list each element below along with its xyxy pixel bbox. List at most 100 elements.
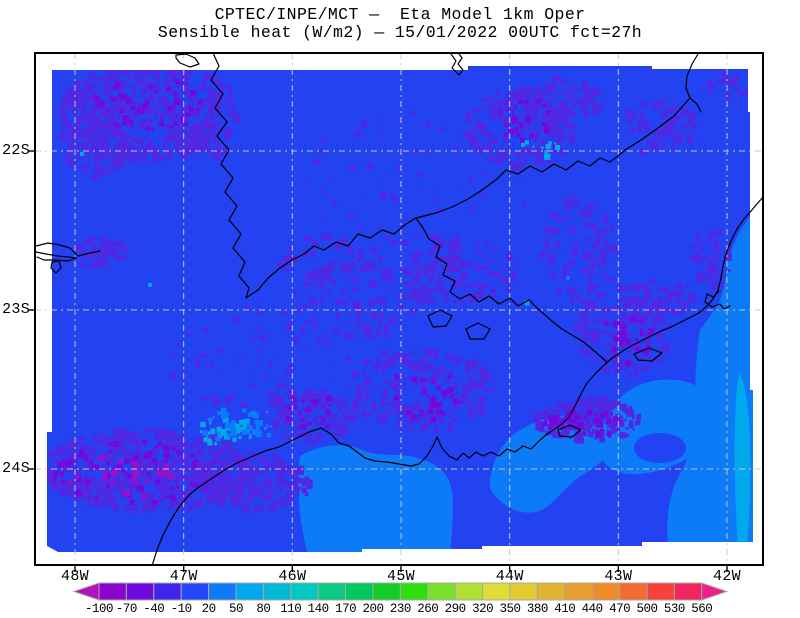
anomaly-speckle [394, 357, 399, 362]
anomaly-speckle [377, 416, 383, 421]
anomaly-speckle [310, 404, 317, 411]
anomaly-speckle [589, 349, 593, 353]
anomaly-speckle [531, 114, 538, 121]
anomaly-speckle [200, 142, 204, 146]
anomaly-speckle [574, 400, 581, 407]
anomaly-speckle [130, 102, 136, 108]
anomaly-speckle [594, 88, 600, 94]
anomaly-speckle [468, 376, 472, 381]
anomaly-speckle [194, 479, 201, 485]
anomaly-speckle [164, 88, 167, 92]
anomaly-speckle [171, 72, 177, 78]
anomaly-speckle [714, 244, 719, 249]
anomaly-speckle [207, 86, 213, 93]
anomaly-speckle [78, 80, 83, 84]
anomaly-speckle [161, 96, 168, 103]
anomaly-speckle [564, 89, 568, 94]
anomaly-speckle [472, 137, 477, 142]
anomaly-speckle [238, 460, 243, 465]
anomaly-speckle [694, 253, 701, 259]
colorbar-tick-label: 440 [581, 602, 604, 616]
anomaly-speckle [480, 366, 486, 372]
anomaly-speckle [664, 142, 667, 145]
anomaly-speckle [714, 281, 719, 285]
anomaly-speckle [125, 83, 130, 88]
anomaly-speckle [415, 272, 420, 278]
field-shading [47, 66, 753, 552]
anomaly-speckle [492, 159, 496, 163]
anomaly-speckle [479, 409, 485, 415]
anomaly-speckle [287, 363, 293, 369]
anomaly-speckle [388, 402, 393, 407]
anomaly-speckle [655, 305, 660, 311]
anomaly-speckle [399, 305, 405, 311]
anomaly-speckle [425, 150, 429, 154]
anomaly-speckle [472, 261, 477, 266]
anomaly-speckle [613, 359, 619, 365]
anomaly-speckle [585, 305, 591, 311]
anomaly-speckle [140, 153, 146, 159]
anomaly-speckle [53, 476, 57, 480]
anomaly-speckle [99, 97, 102, 101]
anomaly-speckle [226, 85, 232, 92]
anomaly-speckle [118, 113, 122, 117]
anomaly-speckle [671, 136, 676, 140]
anomaly-speckle [591, 90, 597, 96]
anomaly-speckle [587, 89, 594, 95]
anomaly-speckle [134, 82, 138, 86]
anomaly-speckle [541, 143, 548, 150]
anomaly-speckle [49, 450, 56, 457]
anomaly-speckle [591, 266, 595, 269]
anomaly-speckle [263, 453, 269, 459]
anomaly-speckle [96, 481, 103, 487]
anomaly-speckle [104, 88, 107, 91]
anomaly-speckle [87, 237, 91, 241]
anomaly-speckle [487, 147, 495, 154]
anomaly-speckle [205, 475, 210, 480]
anomaly-speckle [240, 506, 245, 511]
anomaly-speckle [290, 319, 294, 324]
anomaly-speckle [362, 328, 367, 333]
lat-label: 24S [2, 460, 30, 477]
anomaly-speckle [432, 246, 439, 252]
anomaly-speckle [175, 131, 181, 136]
anomaly-speckle [185, 107, 190, 111]
anomaly-speckle [495, 248, 499, 252]
anomaly-speckle [489, 140, 493, 143]
anomaly-speckle [627, 408, 634, 415]
anomaly-speckle [126, 440, 132, 446]
anomaly-speckle [202, 488, 209, 495]
anomaly-speckle [696, 270, 699, 274]
anomaly-speckle [453, 382, 458, 387]
anomaly-speckle [416, 251, 422, 257]
anomaly-speckle [500, 144, 503, 147]
anomaly-speckle [560, 130, 566, 136]
anomaly-speckle [186, 133, 190, 138]
anomaly-speckle [594, 411, 599, 416]
anomaly-speckle [581, 300, 586, 305]
anomaly-speckle [69, 449, 73, 453]
anomaly-speckle [365, 261, 370, 266]
anomaly-speckle [89, 120, 95, 126]
anomaly-speckle [114, 144, 118, 147]
anomaly-speckle [595, 236, 599, 240]
anomaly-speckle [221, 148, 227, 155]
anomaly-speckle [65, 472, 69, 476]
anomaly-speckle [553, 106, 558, 111]
anomaly-speckle [258, 457, 263, 463]
anomaly-speckle [663, 347, 669, 353]
anomaly-speckle [198, 461, 203, 466]
anomaly-speckle [394, 400, 400, 406]
anomaly-speckle [188, 483, 194, 489]
anomaly-speckle [238, 487, 245, 493]
anomaly-speckle [275, 485, 281, 491]
anomaly-speckle [511, 270, 517, 275]
anomaly-speckle [589, 408, 592, 411]
anomaly-speckle [701, 264, 704, 267]
anomaly-speckle [391, 195, 398, 202]
anomaly-speckle [214, 123, 218, 128]
anomaly-speckle [452, 242, 460, 249]
anomaly-speckle [231, 113, 235, 116]
anomaly-speckle [80, 130, 86, 135]
anomaly-speckle [154, 430, 160, 436]
